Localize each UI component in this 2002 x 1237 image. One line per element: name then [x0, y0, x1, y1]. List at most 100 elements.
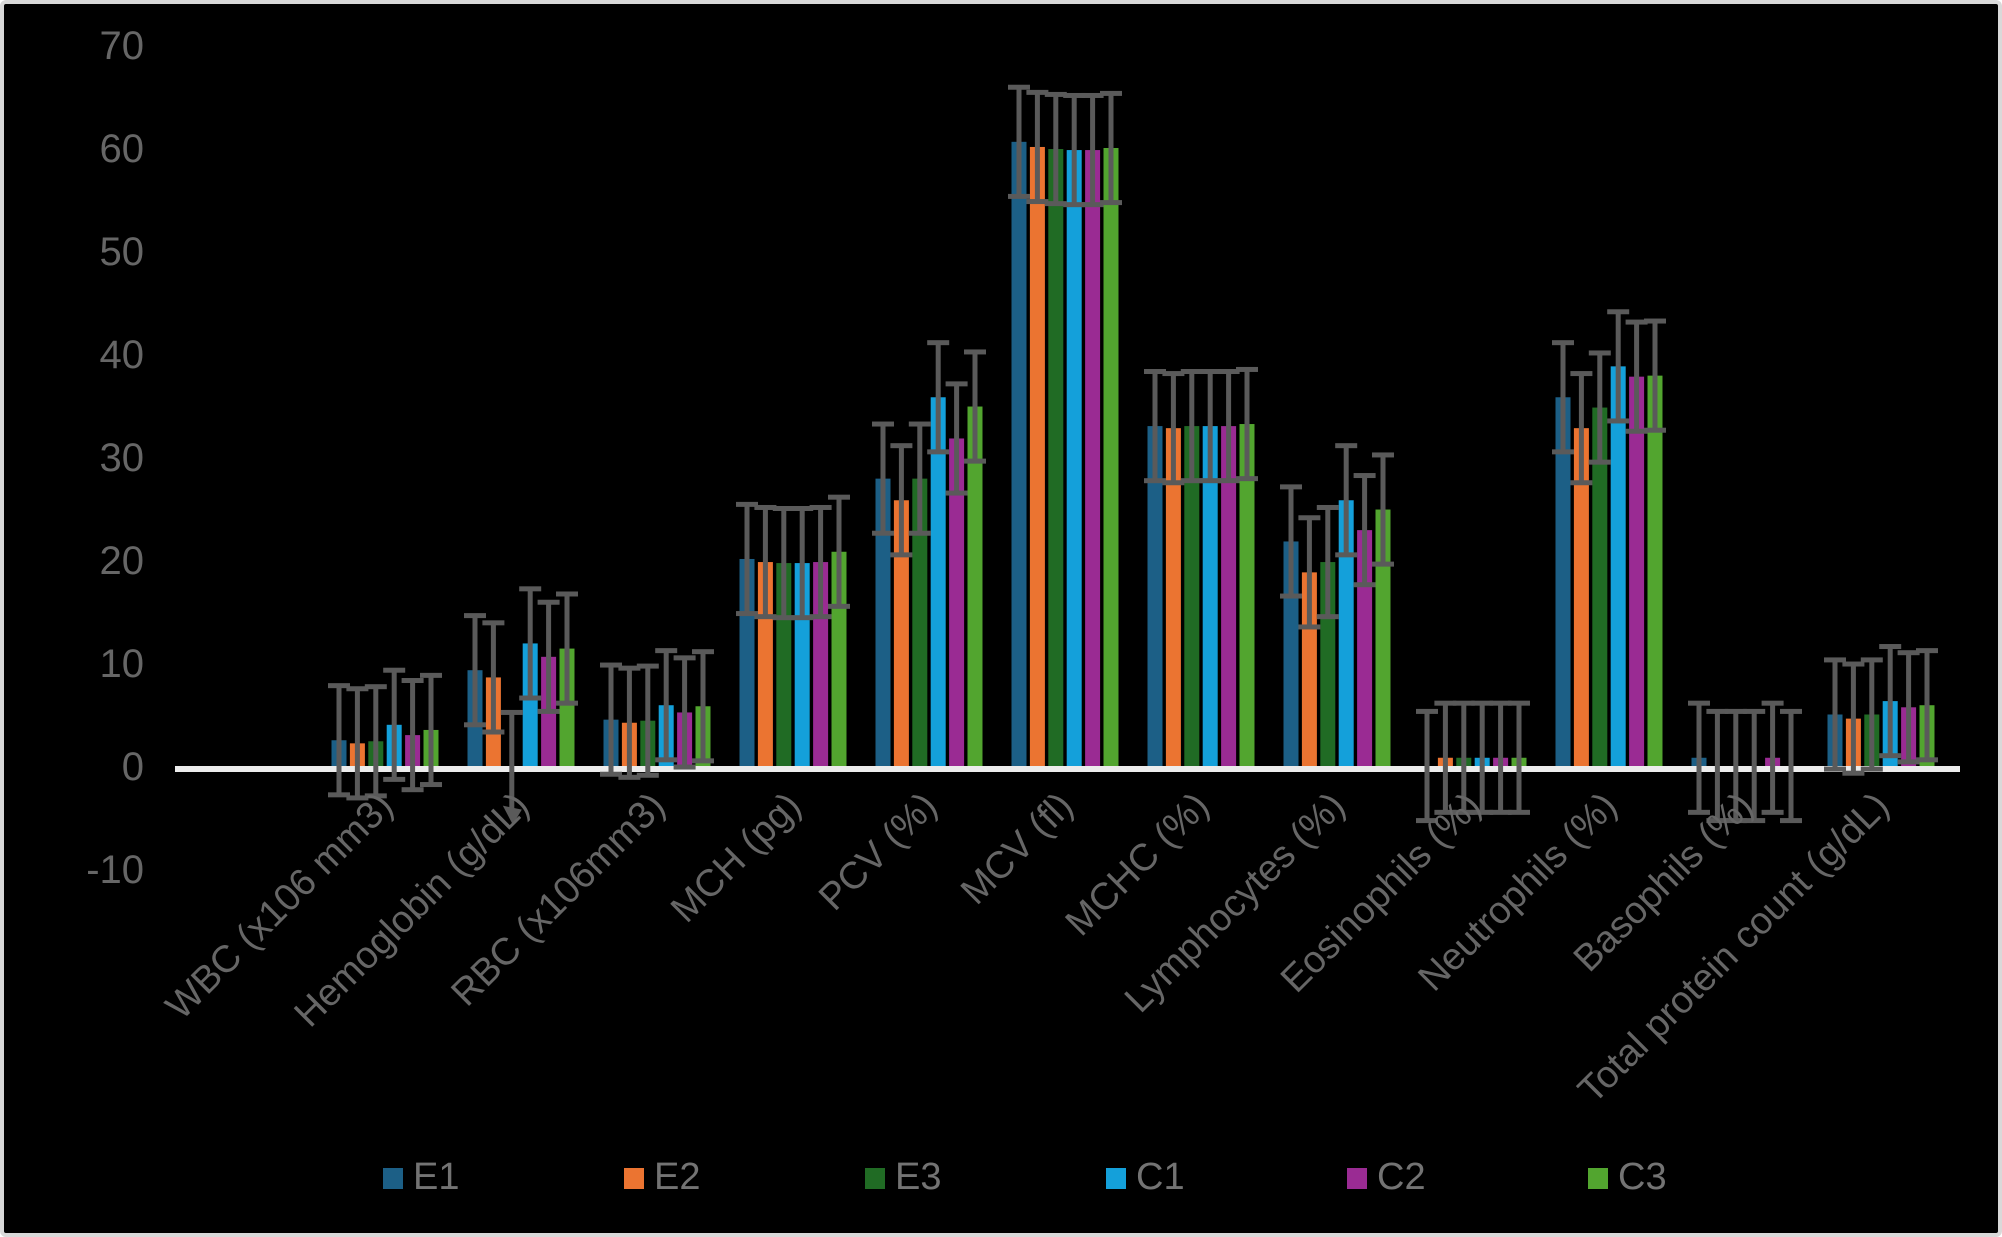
error-bar-bottom-cap — [1688, 809, 1710, 815]
error-bar-bottom-cap — [908, 530, 931, 536]
bar-C3 — [1647, 375, 1663, 766]
bar-C2 — [1085, 150, 1101, 766]
error-bar-line — [1325, 507, 1331, 617]
error-bar-top-cap — [636, 663, 659, 669]
error-bar-top-cap — [383, 667, 406, 673]
error-bar-top-cap — [1588, 350, 1611, 356]
error-bar-line — [373, 686, 379, 796]
error-bar-top-cap — [1879, 644, 1902, 650]
error-bar-line — [391, 670, 397, 780]
error-bar-bottom-cap — [519, 695, 542, 701]
error-bar-bottom-cap — [1162, 480, 1185, 486]
legend-swatch-C3[interactable] — [1588, 1168, 1608, 1189]
error-bar-line — [1498, 703, 1504, 813]
error-bar-line — [898, 445, 904, 555]
error-bar-line — [546, 602, 552, 712]
error-bar-line — [354, 688, 360, 798]
error-bar-bottom-cap — [890, 552, 913, 558]
error-bar-bottom-cap — [1842, 770, 1865, 776]
legend-label-C1[interactable]: C1 — [1136, 1156, 1185, 1198]
legend-swatch-E3[interactable] — [865, 1168, 885, 1189]
error-bar-top-cap — [1452, 700, 1475, 706]
bar-C1 — [522, 643, 538, 766]
error-bar-bottom-cap — [1452, 809, 1475, 815]
error-bar-line — [1832, 659, 1838, 770]
error-bar-top-cap — [1434, 700, 1457, 706]
category-label: PCV (%) — [811, 785, 945, 919]
error-bar-bottom-cap — [1489, 809, 1512, 815]
error-bar-bottom-cap — [964, 458, 986, 464]
error-bar-line — [954, 383, 960, 494]
error-bar-line — [1016, 87, 1022, 197]
error-bar-line — [1652, 321, 1658, 431]
error-bar-bottom-cap — [772, 615, 795, 621]
error-bar-bottom-cap — [1298, 624, 1321, 630]
error-bar-bottom-cap — [1724, 818, 1747, 824]
error-bar-top-cap — [1761, 700, 1784, 706]
error-bar-bottom-cap — [1353, 582, 1376, 588]
error-bar-line — [1696, 703, 1702, 813]
category-label: MCH (pg) — [663, 785, 809, 931]
error-bar-bottom-cap — [1607, 418, 1630, 424]
error-bar-bottom-cap — [1180, 478, 1203, 484]
error-bar-bottom-cap — [1508, 809, 1530, 815]
grouped-bar-chart: 70 60 50 40 30 20 10 0 -10 WBC (x106 mm3)Hemoglob… — [86, 24, 1960, 1198]
error-bar-line — [1597, 352, 1603, 463]
legend-swatch-C2[interactable] — [1347, 1168, 1367, 1189]
bar-E3 — [912, 478, 928, 766]
error-bar-bottom-cap — [346, 795, 369, 801]
error-bar-top-cap — [809, 504, 832, 510]
error-bar-top-cap — [1063, 92, 1086, 98]
error-bar-line — [1207, 371, 1213, 481]
legend-swatch-E1[interactable] — [383, 1168, 403, 1189]
legend-label-E3[interactable]: E3 — [895, 1156, 941, 1198]
error-bar-bottom-cap — [1824, 766, 1846, 772]
error-bar-line — [1733, 711, 1739, 821]
bar-C2 — [1221, 426, 1237, 766]
legend-label-C3[interactable]: C3 — [1618, 1156, 1667, 1198]
error-bar-bottom-cap — [1644, 427, 1666, 433]
y-tick-label: 50 — [100, 230, 145, 274]
error-bar-line — [1516, 703, 1522, 813]
error-bar-line — [762, 507, 768, 617]
error-bar-line — [1170, 373, 1176, 483]
error-bar-line — [935, 342, 941, 452]
error-bar-top-cap — [1471, 700, 1494, 706]
error-bar-bottom-cap — [1100, 200, 1122, 206]
bar-E3 — [1592, 407, 1608, 766]
error-bar-bottom-cap — [1743, 818, 1766, 824]
bar-C3 — [967, 406, 983, 766]
bar-E1 — [875, 478, 891, 766]
error-bar-line — [1770, 703, 1776, 813]
error-bar-top-cap — [519, 586, 542, 592]
error-bar-bottom-cap — [872, 530, 894, 536]
legend-label-E1[interactable]: E1 — [413, 1156, 459, 1198]
error-bar-bottom-cap — [809, 614, 832, 620]
legend-label-E2[interactable]: E2 — [654, 1156, 700, 1198]
bar-E2 — [757, 562, 773, 766]
error-bar-top-cap — [1607, 309, 1630, 315]
error-bar-line — [1887, 646, 1893, 756]
error-bar-line — [1461, 703, 1467, 813]
error-bar-line — [682, 657, 688, 768]
error-bar-line — [836, 497, 842, 607]
error-bar-bottom-cap — [1044, 201, 1067, 207]
bar-C3 — [1103, 148, 1119, 766]
error-bar-line — [564, 593, 570, 704]
bar-C3 — [559, 648, 575, 766]
error-bar-top-cap — [964, 349, 986, 355]
legend-swatch-C1[interactable] — [1106, 1168, 1126, 1189]
error-bar-top-cap — [1688, 700, 1710, 706]
error-bar-top-cap — [1897, 650, 1920, 656]
error-bar-line — [1479, 703, 1485, 813]
error-bar-top-cap — [1724, 708, 1747, 714]
bar-E1 — [1555, 397, 1571, 766]
legend-label-C2[interactable]: C2 — [1377, 1156, 1426, 1198]
error-bar-top-cap — [1335, 443, 1358, 449]
bar-C1 — [930, 397, 946, 766]
error-bar-bottom-cap — [1416, 818, 1438, 824]
error-bar-line — [818, 507, 824, 617]
error-bar-bottom-cap — [556, 700, 578, 706]
error-bar-bottom-cap — [754, 614, 777, 620]
legend-swatch-E2[interactable] — [624, 1168, 644, 1189]
